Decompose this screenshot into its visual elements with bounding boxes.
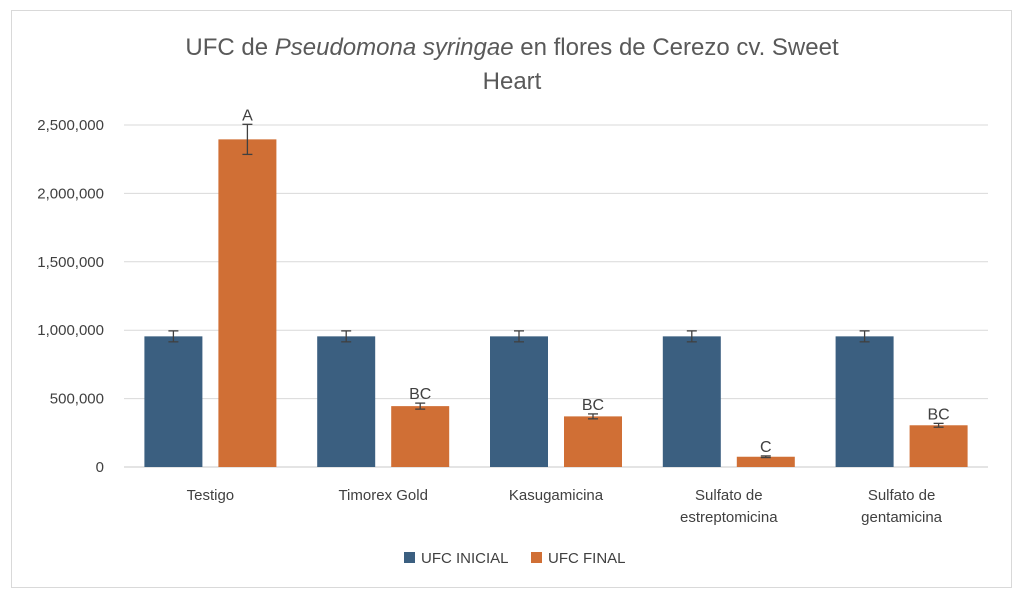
chart-title-part2: en flores de Cerezo cv. Sweet [514,34,839,61]
significance-label: C [760,439,772,456]
chart-title-part1: UFC de [185,34,274,61]
chart-frame [11,10,1012,588]
y-tick-label: 2,000,000 [37,185,104,202]
significance-label: A [242,107,253,124]
bar [144,336,203,467]
chart-title-italic: Pseudomona syringae [275,34,514,61]
bar [317,336,376,467]
x-axis-categories: Testigo Timorex Gold Kasugamicina Sulfato d… [187,487,943,526]
bar [909,425,968,467]
legend: UFC INICIAL UFC FINAL [404,550,626,567]
significance-label: BC [927,406,949,423]
bar [218,139,277,467]
chart-title-line2: Heart [483,68,542,95]
y-tick-label: 500,000 [50,391,104,408]
category-label: Kasugamicina [509,487,604,504]
category-label: Testigo [187,487,235,504]
significance-label: BC [409,386,431,403]
legend-swatch [404,552,415,563]
legend-swatch [531,552,542,563]
legend-label: UFC FINAL [548,550,626,567]
y-tick-label: 1,500,000 [37,254,104,271]
bar [835,336,894,467]
y-tick-label: 1,000,000 [37,322,104,339]
significance-label: BC [582,397,604,414]
bar [564,416,622,467]
category-label: Sulfato de estreptomicina [680,487,778,526]
bar [736,456,795,467]
chart-title: UFC de Pseudomona syringae en flores de … [185,34,839,61]
y-tick-label: 0 [96,459,104,476]
legend-label: UFC INICIAL [421,550,509,567]
y-axis-ticks: 0 500,000 1,000,000 1,500,000 2,000,000 2,500… [37,117,104,476]
bars: A BC BC C BC [144,107,968,467]
bar [391,406,450,467]
bar [490,336,548,467]
category-label: Timorex Gold [338,487,427,504]
y-tick-label: 2,500,000 [37,117,104,134]
category-label: Sulfato de gentamicina [861,487,943,526]
bar [662,336,721,467]
